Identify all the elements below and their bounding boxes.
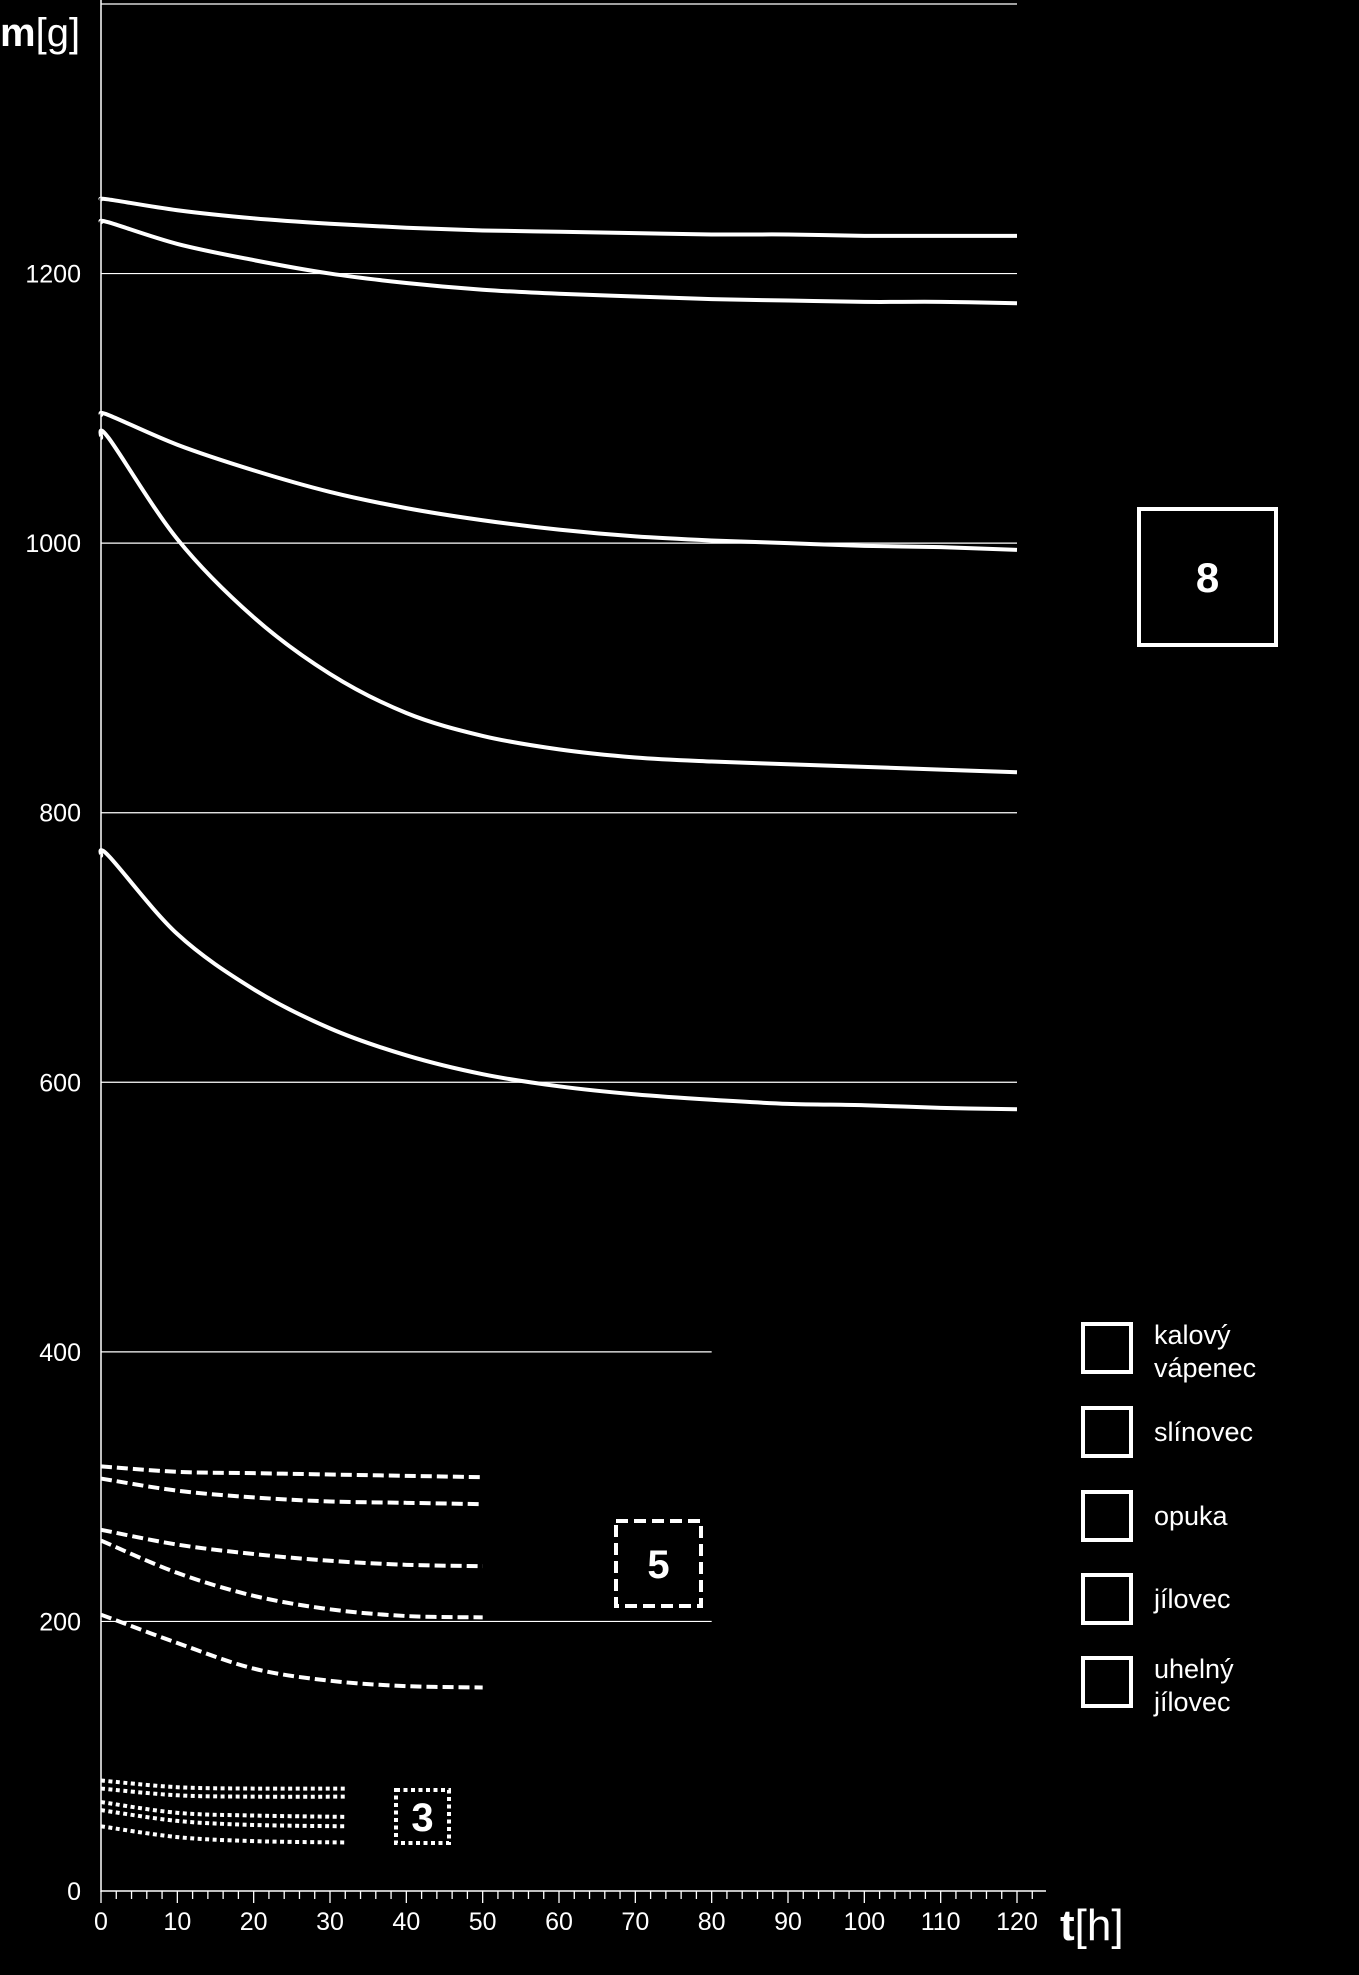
y-tick-label: 0 (67, 1878, 81, 1906)
group-box-5 (614, 1519, 703, 1608)
group-box-3 (394, 1788, 451, 1845)
legend-label-4: jílovec (1153, 1584, 1231, 1614)
axes: 0 10 20 30 40 50 60 70 80 90 100 110 120020040060080… (25, 0, 1046, 1936)
y-tick-label: 1000 (25, 530, 81, 558)
legend-label-1-line2: vápenec (1154, 1353, 1256, 1383)
x-tick-label: 110 (921, 1908, 961, 1936)
x-tick-label: 0 (94, 1908, 108, 1936)
x-tick-label: 20 (240, 1908, 268, 1936)
series-line-8-4 (98, 428, 1018, 775)
x-tick-label: 40 (392, 1908, 420, 1936)
gridlines (101, 3, 1017, 1623)
series-line-8-2 (98, 218, 1018, 306)
group-label-8: 8 (1196, 554, 1219, 601)
legend: kalovývápenecslínovecopukajílovecuhelnýj… (1081, 1320, 1256, 1717)
series-line-5-8 (100, 1527, 483, 1569)
series-line-8-1 (98, 196, 1017, 238)
y-tick-label: 400 (39, 1339, 81, 1367)
axis-titles: m[g] t[h] (0, 11, 1124, 1950)
y-axis-title-unit: [g] (36, 11, 80, 55)
legend-label-5-line1: uhelný (1154, 1654, 1234, 1684)
legend-swatch-5 (1081, 1656, 1133, 1708)
x-tick-label: 70 (621, 1908, 649, 1936)
y-axis-title: m[g] (0, 11, 80, 55)
x-tick-label: 10 (163, 1908, 191, 1936)
x-tick-label: 120 (996, 1908, 1038, 1936)
series-lines (98, 196, 1018, 1845)
group-label-3: 3 (411, 1796, 433, 1840)
legend-label-2: slínovec (1154, 1417, 1253, 1447)
x-tick-label: 50 (469, 1908, 497, 1936)
series-line-3-15 (100, 1824, 346, 1845)
y-tick-label: 800 (39, 800, 81, 828)
series-line-8-3 (98, 410, 1018, 552)
x-axis-title-variable: t (1060, 1901, 1075, 1950)
legend-swatch-1 (1081, 1322, 1133, 1374)
legend-label-1-line1: kalový (1154, 1320, 1231, 1350)
series-line-3-13 (100, 1800, 346, 1819)
y-tick-label: 600 (39, 1069, 81, 1097)
y-tick-label: 1200 (25, 261, 81, 289)
series-line-5-7 (100, 1476, 483, 1507)
series-line-3-14 (100, 1808, 346, 1829)
legend-label-3: opuka (1154, 1501, 1229, 1531)
legend-label-5-line2: jílovec (1153, 1687, 1231, 1717)
group-box-8 (1137, 507, 1278, 647)
x-axis-title-unit: [h] (1075, 1901, 1124, 1950)
series-line-8-5 (98, 848, 1018, 1112)
group-labels: 8 5 3 (394, 507, 1278, 1845)
x-axis-title: t[h] (1060, 1901, 1124, 1950)
series-line-5-9 (100, 1538, 483, 1620)
y-axis-title-variable: m (0, 11, 36, 55)
x-tick-label: 80 (698, 1908, 726, 1936)
series-line-3-11 (100, 1778, 346, 1791)
x-tick-label: 60 (545, 1908, 573, 1936)
group-label-5: 5 (647, 1543, 669, 1587)
series-line-5-10 (100, 1612, 483, 1690)
series-line-5-6 (100, 1464, 483, 1480)
x-tick-label: 90 (774, 1908, 802, 1936)
legend-swatch-3 (1081, 1490, 1133, 1542)
x-tick-label: 100 (843, 1908, 885, 1936)
x-tick-label: 30 (316, 1908, 344, 1936)
legend-swatch-2 (1081, 1406, 1133, 1458)
y-tick-label: 200 (39, 1608, 81, 1636)
legend-swatch-4 (1081, 1573, 1133, 1625)
